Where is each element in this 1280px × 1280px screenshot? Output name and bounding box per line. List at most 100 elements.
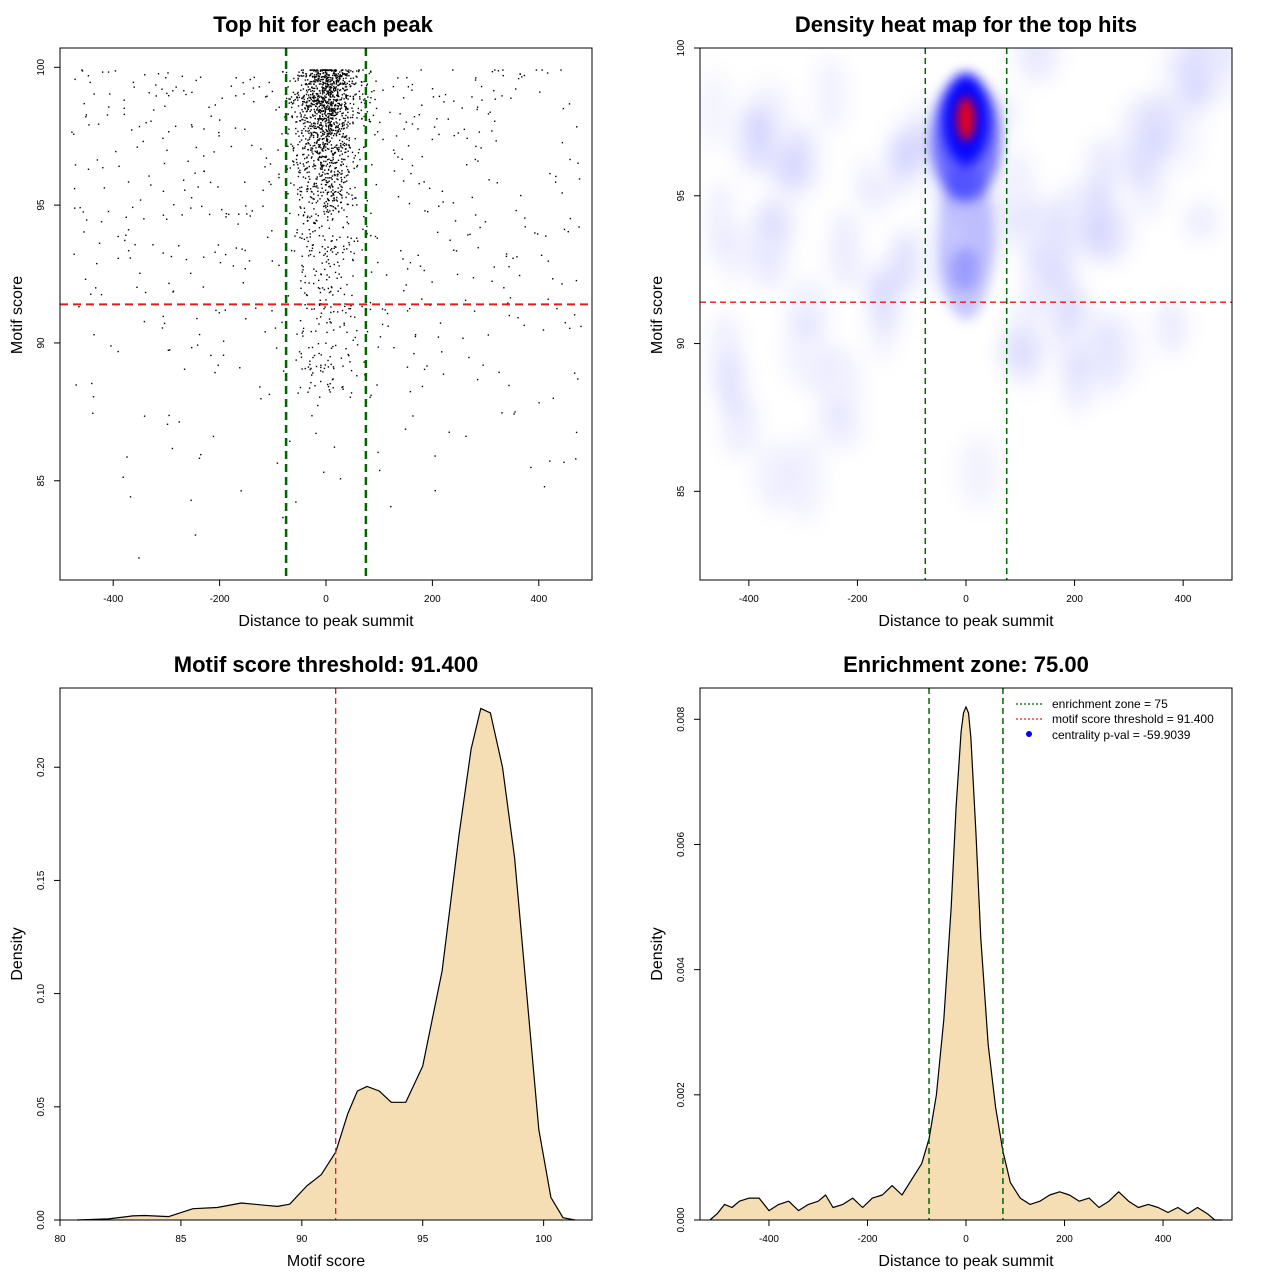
scatter-point bbox=[321, 101, 323, 104]
scatter-point bbox=[305, 75, 308, 77]
scatter-point bbox=[294, 111, 296, 113]
scatter-point bbox=[332, 185, 334, 188]
scatter-point bbox=[393, 152, 396, 155]
scatter-point bbox=[321, 174, 324, 176]
scatter-point bbox=[335, 113, 338, 116]
score-density-ytick-label: 0.00 bbox=[36, 1210, 47, 1230]
scatter-point bbox=[304, 211, 306, 214]
scatter-point bbox=[293, 147, 295, 149]
distance-density-ytick-label: 0.000 bbox=[676, 1207, 687, 1232]
scatter-point bbox=[317, 80, 319, 83]
scatter-point bbox=[501, 412, 503, 414]
scatter-point bbox=[341, 122, 344, 124]
scatter-point bbox=[352, 259, 354, 262]
scatter-point bbox=[333, 191, 336, 193]
scatter-point bbox=[329, 98, 332, 101]
scatter-point bbox=[314, 144, 316, 147]
scatter-point bbox=[313, 208, 315, 210]
scatter-point bbox=[222, 354, 225, 356]
scatter-point bbox=[315, 85, 317, 87]
scatter-point bbox=[330, 120, 332, 123]
scatter-point bbox=[214, 251, 216, 253]
scatter-point bbox=[304, 114, 306, 116]
scatter-point bbox=[125, 234, 127, 236]
scatter-point bbox=[330, 88, 332, 90]
scatter-point bbox=[316, 178, 318, 180]
scatter-point bbox=[296, 193, 299, 195]
scatter-point bbox=[329, 159, 332, 162]
scatter-point bbox=[333, 133, 336, 135]
scatter-point bbox=[239, 367, 241, 369]
heatmap-blob bbox=[891, 229, 919, 295]
scatter-point bbox=[312, 185, 314, 188]
scatter-point bbox=[330, 93, 332, 95]
scatter-point bbox=[431, 88, 434, 90]
scatter-point bbox=[323, 87, 325, 90]
scatter-point bbox=[308, 282, 310, 284]
scatter-point bbox=[335, 190, 337, 193]
scatter-point bbox=[334, 103, 337, 106]
scatter-point bbox=[197, 186, 199, 188]
scatter-point bbox=[339, 478, 342, 480]
scatter-point bbox=[328, 84, 330, 86]
scatter-point bbox=[308, 138, 311, 140]
scatter-point bbox=[318, 127, 320, 129]
scatter-point bbox=[356, 76, 358, 78]
scatter-point bbox=[337, 159, 340, 162]
scatter-point bbox=[315, 365, 318, 368]
scatter-point bbox=[337, 261, 339, 263]
scatter-point bbox=[348, 307, 350, 310]
scatter-point bbox=[542, 329, 545, 331]
scatter-point bbox=[306, 236, 308, 239]
scatter-point bbox=[214, 371, 216, 374]
scatter-point bbox=[310, 190, 313, 193]
scatter-point bbox=[326, 148, 329, 150]
scatter-point bbox=[201, 205, 203, 208]
scatter-point bbox=[291, 160, 294, 162]
scatter-point bbox=[312, 136, 315, 139]
scatter-point bbox=[322, 83, 324, 86]
scatter-point bbox=[530, 466, 532, 469]
scatter-point bbox=[353, 252, 355, 255]
scatter-point bbox=[88, 124, 90, 126]
scatter-point bbox=[347, 203, 349, 206]
scatter-point bbox=[178, 421, 180, 423]
scatter-point bbox=[300, 74, 302, 77]
scatter-point bbox=[479, 226, 481, 229]
scatter-point bbox=[326, 274, 328, 276]
scatter-point bbox=[326, 140, 328, 143]
panel-heatmap: Density heat map for the top hits Distan… bbox=[649, 12, 1233, 630]
scatter-point bbox=[347, 94, 349, 97]
heatmap-blob bbox=[870, 282, 895, 363]
scatter-point bbox=[328, 158, 330, 160]
scatter-point bbox=[327, 85, 329, 87]
scatter-point bbox=[332, 95, 334, 97]
scatter-point bbox=[454, 220, 457, 222]
scatter-point bbox=[330, 177, 332, 179]
scatter-point bbox=[546, 72, 549, 74]
scatter-point bbox=[337, 80, 339, 82]
scatter-point bbox=[324, 239, 326, 241]
score-density-area bbox=[76, 708, 576, 1220]
scatter-point bbox=[326, 143, 328, 145]
scatter-point bbox=[314, 127, 316, 130]
scatter-point bbox=[318, 352, 320, 355]
distance-density-xtick-label: -400 bbox=[759, 1234, 779, 1245]
scatter-point bbox=[340, 357, 343, 359]
scatter-point bbox=[317, 111, 320, 113]
scatter-point bbox=[292, 91, 295, 94]
scatter-point bbox=[312, 75, 314, 78]
scatter-point bbox=[335, 80, 337, 82]
scatter-point bbox=[339, 82, 342, 84]
legend-label-centrality: centrality p-val = -59.9039 bbox=[1052, 728, 1191, 742]
scatter-point bbox=[543, 486, 546, 488]
scatter-point bbox=[306, 110, 309, 112]
scatter-point bbox=[304, 79, 307, 81]
scatter-point bbox=[117, 235, 119, 238]
scatter-point bbox=[335, 166, 337, 169]
scatter-point bbox=[471, 196, 473, 199]
scatter-point bbox=[304, 108, 307, 110]
scatter-point bbox=[312, 80, 315, 82]
scatter-point bbox=[134, 244, 136, 246]
distance-density-title: Enrichment zone: 75.00 bbox=[843, 652, 1089, 677]
